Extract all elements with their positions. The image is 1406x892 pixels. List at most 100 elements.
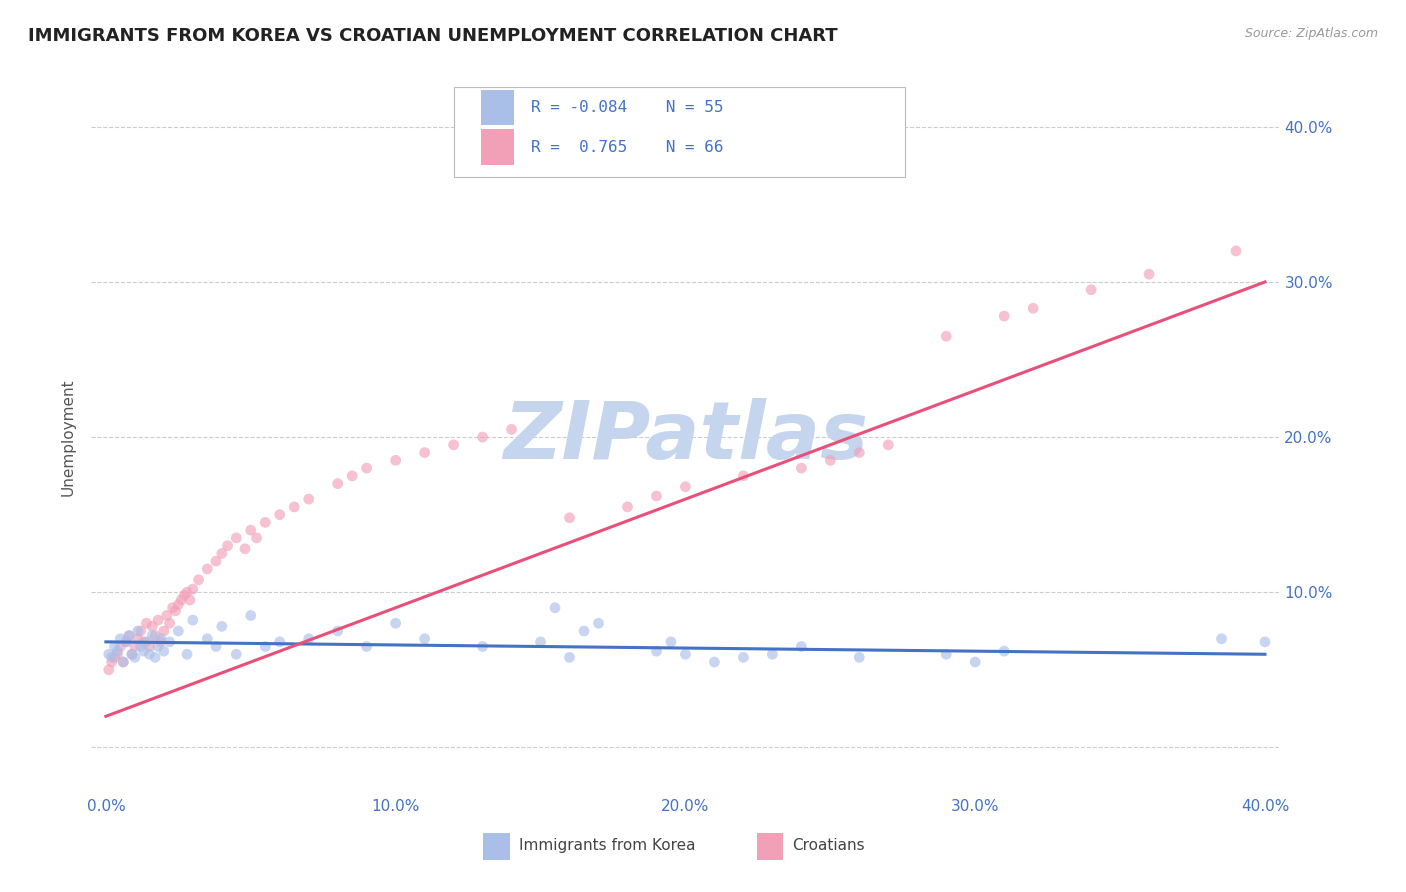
Point bbox=[143, 650, 166, 665]
Point bbox=[239, 608, 262, 623]
Point bbox=[173, 588, 195, 602]
FancyBboxPatch shape bbox=[484, 833, 509, 860]
Point bbox=[413, 632, 436, 646]
Point bbox=[129, 640, 152, 654]
Point bbox=[167, 624, 190, 638]
Point bbox=[1254, 635, 1277, 649]
Text: R = -0.084    N = 55: R = -0.084 N = 55 bbox=[531, 100, 724, 115]
Point bbox=[356, 461, 378, 475]
Point bbox=[112, 655, 135, 669]
Point bbox=[127, 632, 149, 646]
Point bbox=[129, 624, 152, 638]
Text: Immigrants from Korea: Immigrants from Korea bbox=[519, 838, 696, 854]
Point bbox=[544, 600, 567, 615]
Point bbox=[132, 635, 155, 649]
Point bbox=[97, 647, 120, 661]
Point bbox=[143, 629, 166, 643]
Point bbox=[100, 650, 122, 665]
Point bbox=[110, 632, 132, 646]
Point bbox=[187, 573, 209, 587]
Point bbox=[112, 655, 135, 669]
Point bbox=[118, 629, 141, 643]
Point bbox=[572, 624, 595, 638]
Text: R =  0.765    N = 66: R = 0.765 N = 66 bbox=[531, 139, 724, 154]
Point bbox=[156, 608, 179, 623]
Point bbox=[118, 629, 141, 643]
Point bbox=[159, 635, 181, 649]
Text: IMMIGRANTS FROM KOREA VS CROATIAN UNEMPLOYMENT CORRELATION CHART: IMMIGRANTS FROM KOREA VS CROATIAN UNEMPL… bbox=[28, 27, 838, 45]
Point bbox=[211, 546, 233, 560]
Point bbox=[124, 640, 146, 654]
FancyBboxPatch shape bbox=[756, 833, 783, 860]
Point bbox=[153, 644, 176, 658]
Point bbox=[269, 508, 291, 522]
Point bbox=[1211, 632, 1233, 646]
Point bbox=[195, 562, 218, 576]
Point bbox=[170, 593, 193, 607]
Point bbox=[107, 647, 129, 661]
Point bbox=[673, 480, 696, 494]
Point bbox=[588, 616, 610, 631]
Point bbox=[254, 516, 277, 530]
Point bbox=[176, 585, 198, 599]
Point bbox=[673, 647, 696, 661]
Point bbox=[146, 640, 169, 654]
Point bbox=[181, 582, 204, 596]
Point bbox=[298, 492, 321, 507]
Point bbox=[121, 647, 143, 661]
Point bbox=[529, 635, 551, 649]
Point bbox=[1022, 301, 1045, 316]
Point bbox=[225, 531, 247, 545]
Point bbox=[138, 647, 160, 661]
Text: Source: ZipAtlas.com: Source: ZipAtlas.com bbox=[1244, 27, 1378, 40]
Point bbox=[1225, 244, 1247, 258]
Point bbox=[239, 523, 262, 537]
Point bbox=[993, 309, 1015, 323]
Point bbox=[993, 644, 1015, 658]
Point bbox=[135, 635, 157, 649]
Point bbox=[283, 500, 305, 514]
Point bbox=[205, 640, 228, 654]
Point bbox=[146, 613, 169, 627]
Point bbox=[935, 647, 957, 661]
Point bbox=[141, 619, 163, 633]
Point bbox=[211, 619, 233, 633]
Point bbox=[848, 650, 870, 665]
Point bbox=[245, 531, 267, 545]
Point bbox=[1080, 283, 1102, 297]
Point bbox=[269, 635, 291, 649]
Point bbox=[820, 453, 842, 467]
Point bbox=[848, 445, 870, 459]
Point bbox=[790, 461, 813, 475]
Point bbox=[205, 554, 228, 568]
FancyBboxPatch shape bbox=[481, 90, 515, 126]
FancyBboxPatch shape bbox=[481, 129, 515, 165]
Point bbox=[167, 598, 190, 612]
Point bbox=[141, 629, 163, 643]
Point bbox=[935, 329, 957, 343]
Point bbox=[107, 644, 129, 658]
Point bbox=[159, 616, 181, 631]
Point bbox=[443, 438, 465, 452]
Point bbox=[103, 640, 125, 654]
FancyBboxPatch shape bbox=[454, 87, 905, 177]
Point bbox=[645, 644, 668, 658]
Point bbox=[471, 640, 494, 654]
Point bbox=[121, 647, 143, 661]
Point bbox=[97, 663, 120, 677]
Point bbox=[103, 650, 125, 665]
Point bbox=[501, 422, 523, 436]
Point bbox=[326, 624, 349, 638]
Point bbox=[153, 624, 176, 638]
Point bbox=[298, 632, 321, 646]
Point bbox=[356, 640, 378, 654]
Point bbox=[127, 624, 149, 638]
Point bbox=[176, 647, 198, 661]
Point bbox=[761, 647, 783, 661]
Y-axis label: Unemployment: Unemployment bbox=[60, 378, 76, 496]
Point bbox=[413, 445, 436, 459]
Point bbox=[616, 500, 638, 514]
Point bbox=[1137, 267, 1160, 281]
Point bbox=[384, 616, 406, 631]
Point bbox=[326, 476, 349, 491]
